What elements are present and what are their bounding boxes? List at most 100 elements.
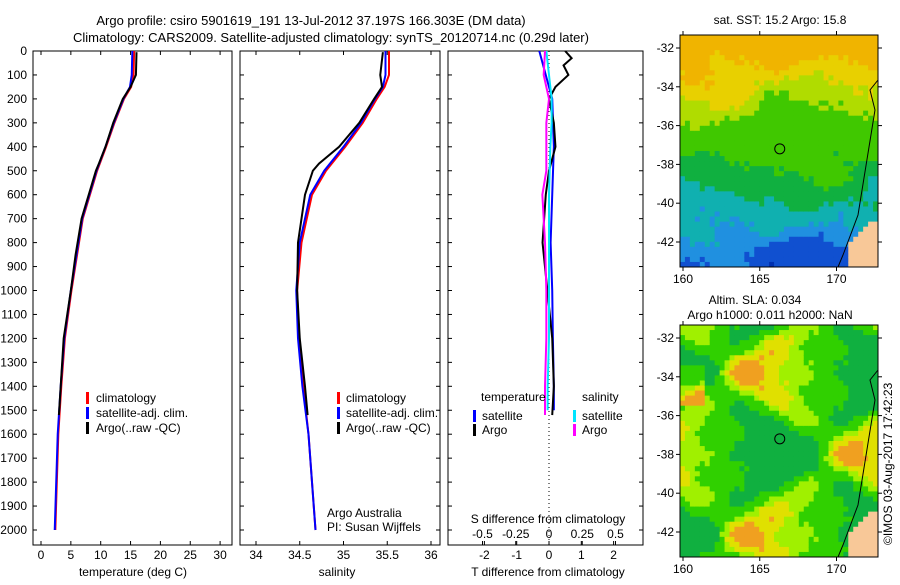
map-cell [684, 40, 691, 46]
map-cell [704, 171, 711, 177]
map-cell [813, 125, 820, 132]
map-cell [724, 400, 730, 407]
map-cell [779, 100, 785, 107]
legend-swatch [473, 424, 476, 436]
map-cell [749, 491, 755, 497]
map-cell [724, 335, 730, 341]
map-cell [699, 125, 706, 132]
map-cell [843, 355, 849, 361]
map-cell [699, 100, 706, 107]
map-cell [729, 420, 735, 427]
map-cell [759, 151, 765, 157]
series-s-satellite [545, 50, 553, 411]
map-cell [749, 446, 755, 452]
map-cell [808, 226, 815, 233]
map-cell [774, 400, 780, 407]
map-cell [798, 430, 805, 437]
map-cell [843, 171, 849, 177]
map-cell [724, 360, 730, 366]
map-cell [818, 161, 825, 167]
map-cell [694, 221, 701, 228]
map-cell [823, 541, 829, 548]
map-cell [828, 400, 834, 407]
map-cell [724, 115, 730, 122]
map-cell [808, 466, 815, 472]
map-cell [754, 400, 760, 407]
map-cell [739, 340, 745, 346]
map-cell [749, 335, 755, 341]
map-cell [838, 380, 844, 387]
map-cell [838, 420, 844, 427]
map-cell [719, 241, 726, 248]
map-cell [769, 241, 775, 248]
map-cell [774, 135, 780, 142]
map-cell [783, 531, 790, 538]
map-cell [680, 145, 686, 152]
lat-tick-label: -38 [657, 447, 675, 461]
map-cell [828, 506, 834, 513]
map-cell [744, 85, 750, 91]
map-cell [783, 541, 790, 548]
map-cell [680, 110, 686, 117]
map-cell [684, 365, 691, 371]
map-cell [704, 420, 711, 427]
map-cell [774, 100, 780, 107]
map-cell [838, 166, 844, 172]
map-cell [719, 345, 726, 351]
y-tick-label: 1800 [0, 475, 27, 489]
map-cell [734, 340, 740, 346]
map-cell [724, 410, 730, 417]
map-cell [699, 531, 706, 538]
map-cell [709, 501, 716, 508]
map-cell [843, 335, 849, 341]
map-cell [699, 541, 706, 548]
map-cell [858, 395, 864, 402]
map-cell [769, 451, 775, 457]
map-cell [853, 360, 859, 366]
map-cell [843, 501, 849, 508]
map-cell [704, 251, 711, 258]
map-cell [853, 75, 859, 81]
map-cell [764, 70, 770, 76]
map-cell [744, 45, 750, 51]
map-cell [873, 110, 879, 117]
map-cell [704, 496, 711, 503]
map-cell [868, 395, 874, 402]
map-cell [783, 491, 790, 497]
map-cell [764, 80, 770, 86]
map-cell [754, 395, 760, 402]
map-cell [769, 375, 775, 381]
map-cell [719, 105, 726, 112]
map-cell [863, 60, 869, 66]
map-cell [868, 531, 874, 538]
map-cell [724, 90, 730, 97]
map-cell [798, 50, 805, 56]
map-cell [684, 231, 691, 238]
map-cell [833, 181, 839, 187]
map-cell [838, 516, 844, 523]
map-cell [783, 201, 790, 207]
map-cell [873, 451, 879, 457]
map-cell [724, 541, 730, 548]
map-cell [719, 425, 726, 432]
map-cell [749, 551, 755, 558]
map-cell [823, 481, 829, 487]
map-cell [813, 496, 820, 503]
map-cell [714, 176, 721, 182]
map-cell [764, 405, 770, 412]
map-cell [788, 246, 795, 253]
map-cell [843, 420, 849, 427]
map-cell [798, 496, 805, 503]
map-cell [744, 261, 750, 268]
map-cell [699, 415, 706, 422]
map-cell [694, 395, 701, 402]
map-cell [828, 511, 834, 518]
map-cell [813, 186, 820, 192]
lon-tick-label: 160 [673, 272, 693, 286]
map-cell [744, 60, 750, 66]
map-cell [853, 551, 859, 558]
map-cell [724, 226, 730, 233]
map-cell [774, 370, 780, 376]
map-cell [858, 451, 864, 457]
coastline [837, 79, 879, 268]
